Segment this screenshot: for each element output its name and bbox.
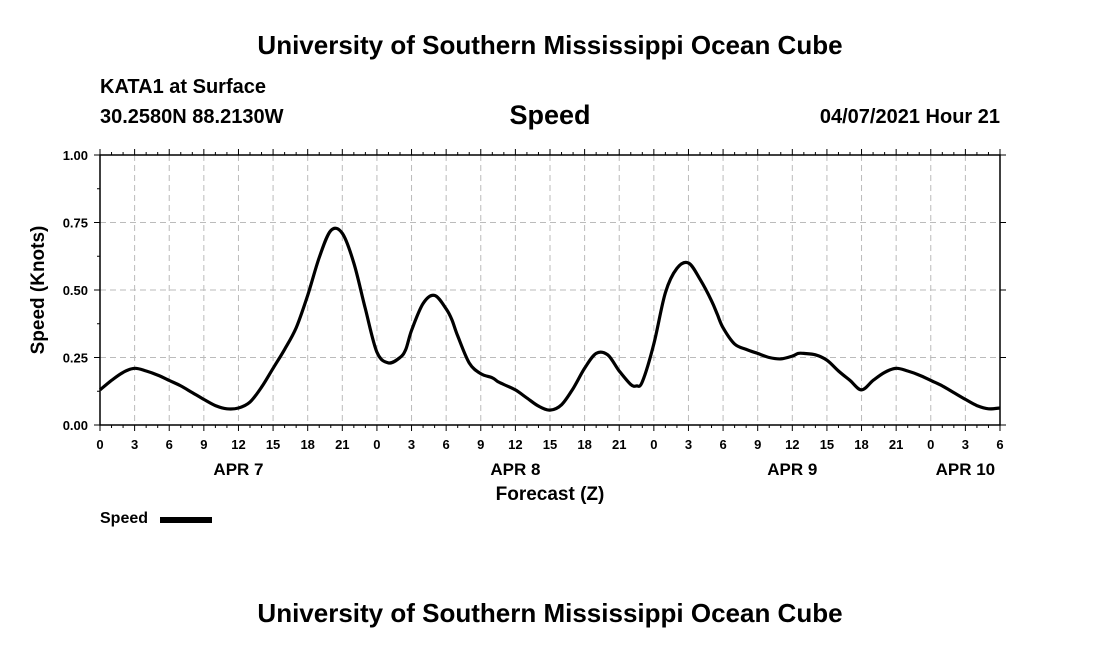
day-label: APR 10	[936, 460, 996, 479]
station-coordinates: 30.2580N 88.2130W	[100, 106, 284, 128]
y-tick-label: 1.00	[63, 148, 88, 163]
x-tick-label: 12	[231, 437, 245, 452]
x-tick-label: 3	[962, 437, 969, 452]
x-tick-label: 6	[443, 437, 450, 452]
x-tick-label: 21	[335, 437, 349, 452]
x-tick-label: 0	[927, 437, 934, 452]
series-layer	[98, 226, 1001, 412]
day-label: APR 7	[213, 460, 263, 479]
y-axis-label: Speed (Knots)	[28, 226, 49, 355]
x-tick-label: 0	[96, 437, 103, 452]
x-tick-label: 6	[719, 437, 726, 452]
x-tick-label: 18	[854, 437, 868, 452]
x-tick-label: 18	[577, 437, 591, 452]
x-tick-label: 9	[200, 437, 207, 452]
plot-frame	[99, 154, 1001, 426]
variable-title: Speed	[509, 100, 591, 130]
legend-swatch	[160, 517, 212, 523]
x-tick-label: 15	[820, 437, 834, 452]
x-tick-label: 3	[685, 437, 692, 452]
x-tick-label: 6	[996, 437, 1003, 452]
x-tick-label: 3	[131, 437, 138, 452]
x-tick-label: 12	[785, 437, 799, 452]
x-tick-label: 12	[508, 437, 522, 452]
x-tick-label: 21	[612, 437, 626, 452]
x-tick-label: 9	[477, 437, 484, 452]
x-tick-label: 21	[889, 437, 903, 452]
x-tick-label: 6	[166, 437, 173, 452]
legend-label: Speed	[100, 510, 149, 527]
day-labels: APR 7 APR 8 APR 9 APR 10	[213, 460, 995, 479]
day-label: APR 9	[767, 460, 817, 479]
day-label: APR 8	[490, 460, 540, 479]
grid	[100, 155, 1000, 425]
speed-series-line	[98, 226, 1001, 412]
y-tick-label: 0.75	[63, 216, 88, 231]
x-tick-label: 0	[373, 437, 380, 452]
y-tick-labels: 0.00 0.25 0.50 0.75 1.00	[63, 148, 88, 433]
forecast-datetime: 04/07/2021 Hour 21	[819, 106, 1000, 128]
top-title: University of Southern Mississippi Ocean…	[257, 30, 843, 60]
x-axis-label: Forecast (Z)	[496, 484, 605, 505]
y-tick-label: 0.25	[63, 351, 88, 366]
x-tick-label: 9	[754, 437, 761, 452]
x-tick-label: 0	[650, 437, 657, 452]
x-tick-label: 18	[300, 437, 314, 452]
x-tick-labels: 0 3 6 9 12 15 18 21 0 3 6 9 12 15 18 21 0 3 6 9 12 15 18 21 0 3 6	[96, 437, 1003, 452]
station-name: KATA1 at Surface	[100, 76, 266, 98]
bottom-title: University of Southern Mississippi Ocean…	[257, 598, 843, 628]
x-tick-label: 15	[543, 437, 557, 452]
x-tick-label: 15	[266, 437, 280, 452]
y-tick-label: 0.00	[63, 418, 88, 433]
y-tick-label: 0.50	[63, 283, 88, 298]
x-tick-label: 3	[408, 437, 415, 452]
